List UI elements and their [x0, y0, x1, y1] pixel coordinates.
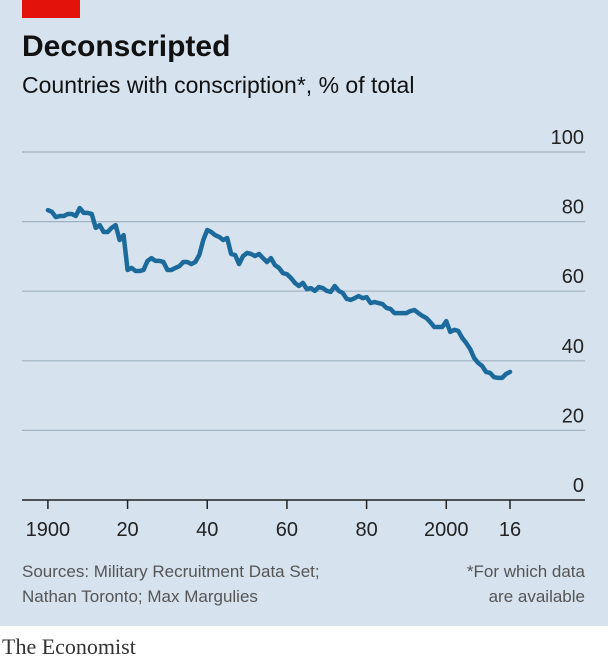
brand: The Economist: [2, 634, 136, 659]
chart-subtitle: Countries with conscription*, % of total: [22, 72, 414, 98]
footnote: are available: [489, 587, 585, 606]
source: Nathan Toronto; Max Margulies: [22, 587, 258, 606]
x-tick-label: 16: [499, 519, 521, 541]
x-tick-label: 20: [116, 519, 138, 541]
source: Sources: Military Recruitment Data Set;: [22, 562, 320, 581]
y-tick-label: 40: [562, 336, 584, 358]
y-tick-label: 80: [562, 197, 584, 219]
y-tick-label: 60: [562, 266, 584, 288]
background: [0, 0, 608, 626]
x-tick-label: 1900: [26, 519, 71, 541]
x-tick-label: 2000: [424, 519, 469, 541]
y-tick-label: 100: [551, 127, 584, 149]
x-tick-label: 40: [196, 519, 218, 541]
line: [45, 205, 513, 381]
footnote: *For which data: [467, 562, 586, 581]
chart-title: Deconscripted: [22, 30, 230, 63]
red-tag: [22, 0, 80, 18]
y-tick-label: 0: [573, 475, 584, 497]
x-tick-label: 80: [355, 519, 377, 541]
x-tick-label: 60: [276, 519, 298, 541]
y-tick-label: 20: [562, 405, 584, 427]
footer-band: [0, 626, 608, 662]
